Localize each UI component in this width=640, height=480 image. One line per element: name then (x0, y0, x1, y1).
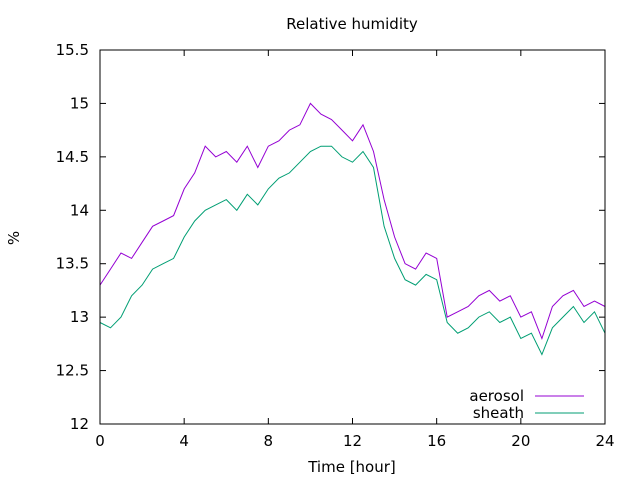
chart-title: Relative humidity (286, 15, 418, 33)
y-tick-label: 14.5 (56, 148, 89, 166)
y-tick-label: 14 (70, 201, 89, 219)
y-tick-label: 13 (70, 308, 89, 326)
x-tick-label: 0 (95, 432, 105, 450)
legend-label-aerosol: aerosol (469, 387, 524, 405)
x-tick-label: 8 (264, 432, 274, 450)
y-tick-label: 15 (70, 94, 89, 112)
axis-layer: 0 4 8 12 16 20 24 12 12.5 13 13.5 14 14.5 15 15.5 (56, 41, 615, 450)
y-tick-label: 13.5 (56, 255, 89, 273)
plot-frame (99, 49, 606, 425)
series-line-aerosol (99, 102, 606, 340)
x-tick-label: 12 (343, 432, 362, 450)
x-axis-label: Time [hour] (307, 458, 396, 476)
legend-label-sheath: sheath (473, 404, 524, 422)
x-tick-label: 16 (427, 432, 446, 450)
x-tick-label: 20 (511, 432, 530, 450)
series-line-sheath (99, 145, 606, 356)
y-tick-label: 12 (70, 415, 89, 433)
x-tick-label: 4 (179, 432, 189, 450)
y-tick-label: 15.5 (56, 41, 89, 59)
y-tick-label: 12.5 (56, 362, 89, 380)
y-axis-label: % (5, 231, 23, 245)
x-tick-label: 24 (595, 432, 614, 450)
series-layer (99, 102, 606, 356)
